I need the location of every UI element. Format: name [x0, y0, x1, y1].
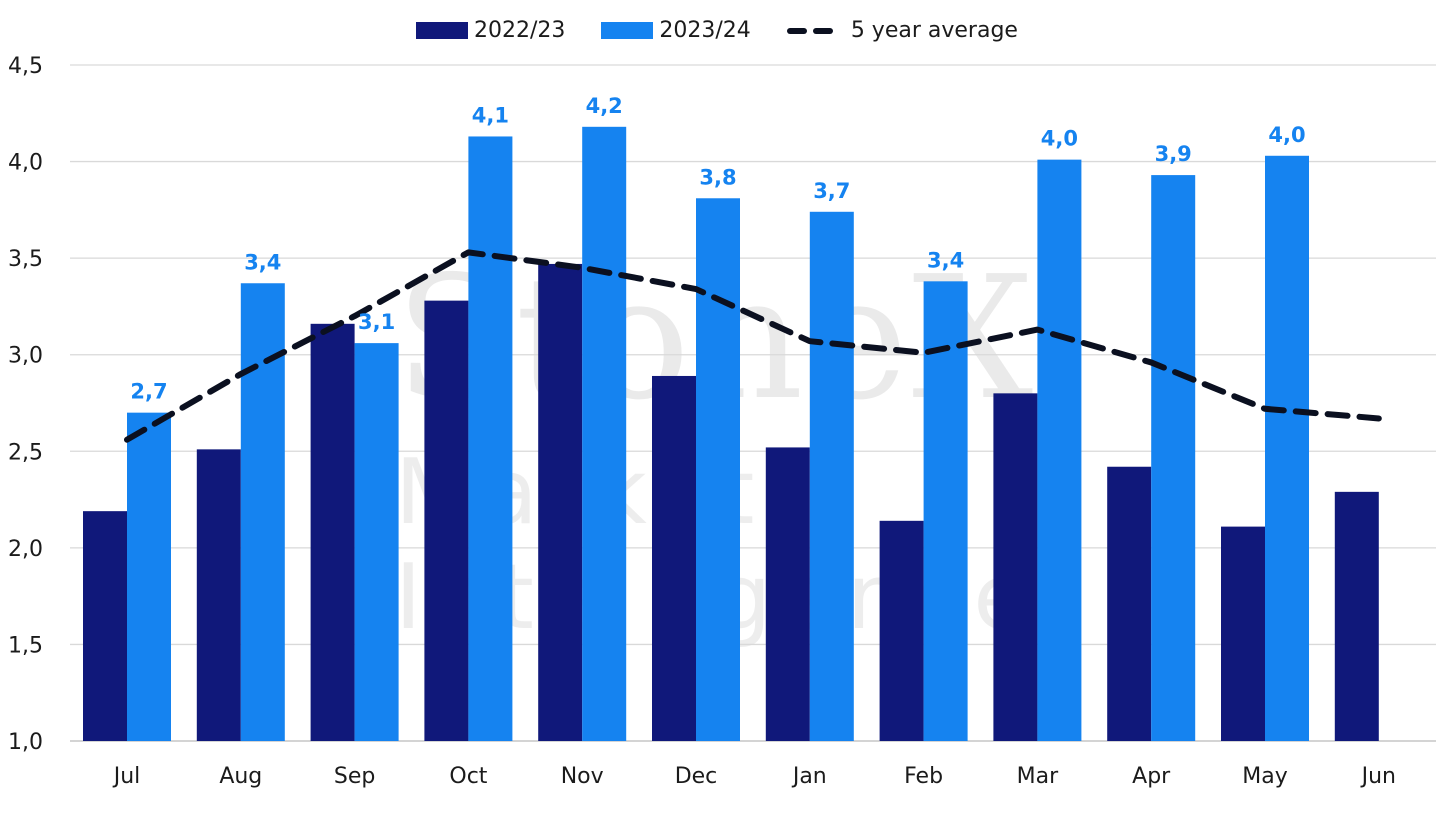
- x-tick-label: Nov: [561, 764, 604, 789]
- x-tick-label: Oct: [449, 764, 487, 789]
- data-label-2023-24: 3,7: [813, 179, 850, 203]
- legend-label-5-year-average: 5 year average: [850, 18, 1018, 43]
- bar-2022-23: [310, 323, 355, 741]
- bar-2022-23: [196, 449, 241, 741]
- x-tick-label: May: [1242, 764, 1287, 789]
- bar-2022-23: [1334, 491, 1379, 741]
- bar-2023-24: [1037, 159, 1082, 741]
- y-tick-label: 1,0: [8, 730, 43, 755]
- bar-2022-23: [993, 393, 1038, 741]
- bar-2022-23: [1107, 466, 1152, 741]
- data-label-2023-24: 3,4: [927, 248, 964, 272]
- bar-2023-24: [354, 343, 399, 741]
- legend-swatch-2023-24: [601, 22, 654, 39]
- data-label-2023-24: 3,8: [699, 165, 736, 189]
- bar-2023-24: [1151, 175, 1196, 741]
- data-label-2023-24: 3,9: [1155, 142, 1192, 166]
- bar-2022-23: [652, 375, 696, 741]
- bar-2023-24: [1265, 155, 1309, 741]
- bar-2022-23: [765, 447, 810, 741]
- legend-swatch-5-year-average: [786, 26, 845, 36]
- y-tick-label: 3,0: [8, 344, 43, 369]
- x-tick-label: Sep: [334, 764, 375, 789]
- x-tick-label: Dec: [675, 764, 718, 789]
- y-tick-label: 3,5: [8, 247, 43, 272]
- legend-item-2023-24: 2023/24: [601, 18, 751, 43]
- y-tick-label: 2,5: [8, 440, 43, 465]
- x-tick-label: Jul: [112, 764, 141, 789]
- legend-label-2023-24: 2023/24: [659, 18, 751, 43]
- x-tick-label: Aug: [219, 764, 262, 789]
- legend-swatch-2022-23: [416, 22, 468, 39]
- bar-2023-24: [696, 198, 740, 742]
- bar-2023-24: [923, 281, 968, 741]
- bar-2023-24: [809, 211, 854, 741]
- y-tick-label: 2,0: [8, 537, 43, 562]
- bar-2023-24: [468, 136, 513, 741]
- x-tick-label: Apr: [1132, 764, 1171, 789]
- legend-item-2022-23: 2022/23: [416, 18, 565, 43]
- legend-item-5-year-average: 5 year average: [786, 18, 1018, 43]
- bar-2023-24: [240, 283, 285, 741]
- data-label-2023-24: 4,0: [1268, 123, 1305, 147]
- y-tick-label: 1,5: [8, 633, 43, 658]
- bar-2022-23: [879, 520, 924, 741]
- y-tick-label: 4,0: [8, 151, 43, 176]
- data-label-2023-24: 3,1: [358, 310, 395, 334]
- data-label-2023-24: 4,1: [472, 103, 509, 127]
- x-tick-label: Jan: [791, 764, 827, 789]
- x-tick-label: Jun: [1360, 764, 1396, 789]
- average-line: [124, 249, 1382, 443]
- bar-2022-23: [83, 511, 127, 741]
- bar-2022-23: [424, 300, 469, 741]
- data-label-2023-24: 3,4: [244, 250, 281, 274]
- data-label-2023-24: 4,2: [586, 94, 623, 118]
- data-label-2023-24: 2,7: [130, 380, 167, 404]
- chart-legend: 2022/23 2023/24 5 year average: [416, 18, 1054, 43]
- y-tick-label: 4,5: [8, 54, 43, 79]
- x-tick-label: Mar: [1017, 764, 1059, 789]
- legend-label-2022-23: 2022/23: [474, 18, 566, 43]
- data-label-2023-24: 4,0: [1041, 127, 1078, 151]
- bar-2023-24: [582, 126, 627, 741]
- x-tick-label: Feb: [904, 764, 943, 789]
- bar-2022-23: [538, 263, 583, 741]
- bar-2022-23: [1221, 526, 1265, 741]
- bar-2023-24: [127, 412, 171, 741]
